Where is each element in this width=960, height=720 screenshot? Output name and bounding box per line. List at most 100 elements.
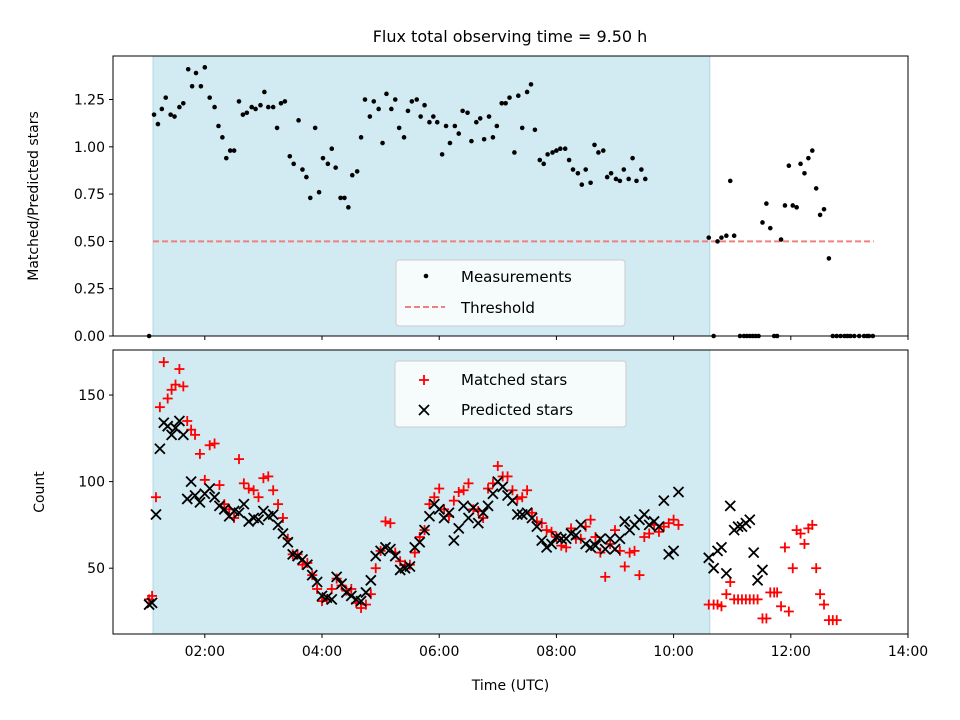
measurement-point	[608, 170, 614, 176]
measurement-point	[181, 100, 186, 106]
legend-predicted-label: Predicted stars	[461, 401, 573, 419]
matched-star-point	[346, 583, 357, 594]
measurement-point	[231, 148, 237, 153]
matched-star-point	[190, 429, 201, 440]
matched-star-point	[326, 583, 337, 594]
predicted-star-point	[604, 533, 616, 545]
predicted-star-point	[194, 496, 206, 509]
matched-star-point	[182, 416, 193, 426]
bottom-y-ticks: 50 100 150	[78, 388, 113, 577]
predicted-star-point	[619, 515, 631, 528]
measurement-point	[621, 167, 627, 172]
predicted-star-point	[311, 576, 323, 588]
measurement-point	[177, 104, 182, 110]
measurement-point	[528, 82, 534, 87]
measurement-point	[604, 174, 610, 180]
measurement-point	[405, 108, 411, 114]
matched-star-point	[600, 571, 611, 582]
matched-star-point	[595, 547, 606, 558]
matched-star-point	[429, 492, 440, 503]
predicted-star-point	[720, 567, 732, 580]
measurement-point	[422, 102, 427, 108]
predicted-star-point	[448, 534, 460, 547]
measurement-point	[265, 104, 271, 110]
measurement-point	[813, 186, 819, 191]
predicted-star-point	[272, 519, 284, 531]
measurement-point	[338, 195, 343, 201]
measurement-point	[333, 165, 338, 170]
bottom-panel: 02:00 04:00 06:00 08:00 10:00 12:00 14:00 50 10…	[32, 349, 928, 694]
matched-star-point	[292, 549, 303, 560]
matched-star-point	[799, 538, 810, 549]
predicted-star-point	[165, 429, 178, 441]
matched-star-point	[522, 485, 533, 496]
measurement-point	[362, 97, 368, 102]
measurement-point	[320, 155, 326, 161]
measurement-point	[439, 152, 445, 157]
predicted-star-point	[536, 534, 548, 547]
predicted-star-point	[589, 540, 602, 552]
matched-star-point	[772, 587, 783, 598]
predicted-star-point	[418, 524, 431, 536]
measurement-point	[634, 178, 639, 184]
measurement-point	[380, 140, 385, 146]
predicted-star-point	[389, 550, 401, 562]
legend-cross-glyph	[418, 404, 430, 416]
predicted-star-point	[150, 508, 162, 521]
predicted-star-point	[306, 569, 318, 581]
top-y-ticks: 0.00 0.25 0.50 0.75 1.00 1.25	[74, 93, 113, 345]
matched-star-point	[233, 454, 244, 465]
predicted-star-point	[497, 481, 509, 493]
measurement-point	[731, 233, 737, 239]
measurement-point	[519, 125, 525, 131]
matched-star-point	[297, 559, 308, 570]
bottom-axes-frame	[112, 349, 909, 635]
measurement-point	[760, 220, 765, 225]
measurement-point	[626, 176, 631, 182]
measurement-point	[794, 205, 799, 210]
predicted-star-point	[345, 590, 357, 602]
bottom-y-tick-label: 100	[78, 475, 105, 491]
matched-star-point	[253, 492, 264, 503]
predicted-star-point	[238, 498, 250, 510]
top-x-ticks	[204, 336, 909, 340]
predicted-star-point	[756, 564, 769, 576]
bottom-y-axis-label: Count	[32, 471, 48, 513]
predicted-star-point	[335, 578, 348, 590]
measurement-point	[418, 114, 423, 119]
matched-star-point	[526, 507, 537, 518]
predicted-star-point	[252, 514, 265, 526]
matched-star-point	[147, 590, 158, 601]
measurement-point	[617, 178, 623, 184]
bottom-y-tick-label: 50	[87, 561, 105, 577]
measurement-point	[427, 119, 432, 125]
predicted-star-point	[453, 522, 465, 535]
predicted-star-point	[360, 586, 372, 599]
matched-star-point	[483, 483, 494, 494]
legend-matched-label: Matched stars	[461, 371, 567, 389]
matched-star-point	[302, 558, 313, 568]
predicted-star-point	[472, 517, 484, 529]
matched-star-point	[668, 514, 679, 525]
matched-star-point	[468, 504, 479, 515]
matched-star-point	[248, 485, 259, 496]
measurement-point	[499, 100, 505, 106]
top-y-tick-label: 1.25	[74, 93, 105, 109]
measurement-point	[481, 136, 487, 142]
legend-measurements-marker	[423, 273, 429, 279]
predicted-star-point	[326, 593, 338, 606]
predicted-star-point	[355, 595, 367, 607]
predicted-star-point	[545, 538, 558, 550]
matched-star-point	[783, 606, 794, 617]
matched-star-point	[434, 483, 445, 494]
matched-star-point	[725, 577, 736, 588]
measurement-point	[786, 163, 792, 169]
measurement-point	[579, 182, 585, 187]
matched-star-point	[162, 393, 173, 404]
x-axis-label: Time (UTC)	[471, 678, 549, 694]
measurement-point	[168, 112, 173, 117]
top-y-tick-label: 0.50	[74, 234, 105, 250]
measurement-point	[782, 203, 788, 208]
matched-star-point	[312, 583, 323, 594]
